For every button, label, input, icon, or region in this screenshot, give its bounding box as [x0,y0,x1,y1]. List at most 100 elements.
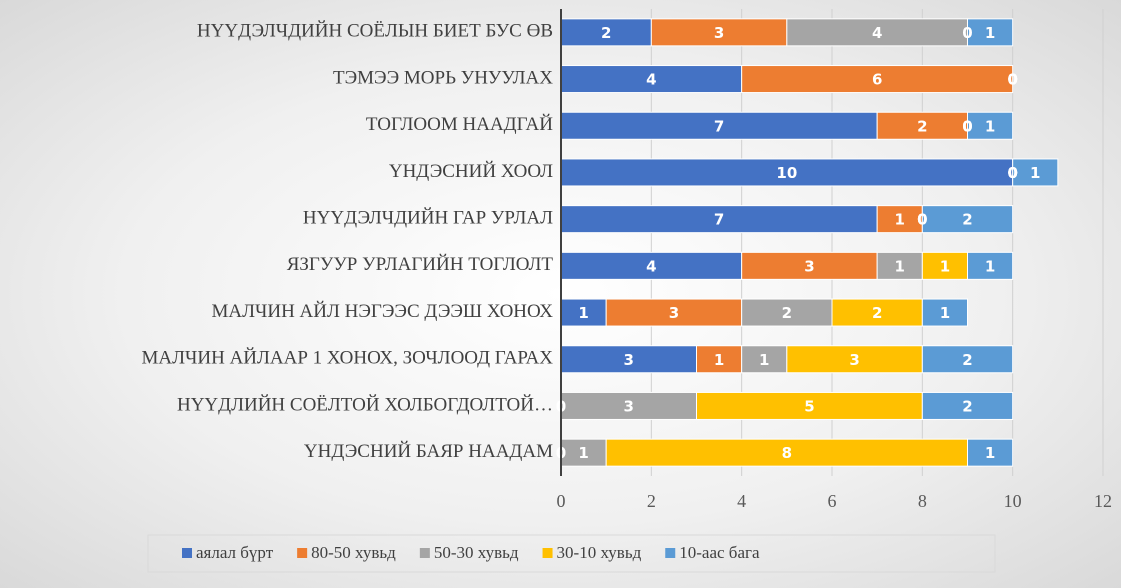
bar-segment [741,298,833,327]
data-label: 0 [1007,164,1017,182]
bar-segment [741,65,1014,94]
legend-swatch [297,548,308,558]
data-label: 3 [849,351,859,369]
data-label: 1 [940,304,950,322]
legend-label: 50-30 хувьд [434,543,519,562]
bar-segment [560,345,697,374]
category-label: НҮҮДЭЛЧДИЙН ГАР УРЛАЛ [303,208,553,229]
data-label: 1 [1030,164,1040,182]
bar-segment [560,111,878,140]
category-label: МАЛЧИН АЙЛ НЭГЭЭС ДЭЭШ ХОНОХ [212,301,554,322]
legend-label: 80-50 хувьд [311,543,396,562]
data-label: 0 [1007,164,1017,182]
legend-swatch [182,548,192,558]
bar-segment [921,391,1014,420]
data-label: 0 [917,211,927,229]
legend-label: 30-10 хувьд [557,543,642,562]
legend-box [147,534,996,573]
data-label: 0 [962,24,972,42]
x-tick-label: 0 [557,491,566,511]
data-label: 3 [804,257,814,275]
data-label: 6 [872,71,882,89]
category-label: МАЛЧИН АЙЛААР 1 ХОНОХ, ЗОЧЛООД ГАРАХ [142,348,554,369]
bar-segment [921,205,1014,234]
data-label: 0 [1007,71,1017,89]
bar-segment [560,18,652,47]
data-label: 0 [962,117,972,135]
data-label: 2 [962,351,972,369]
x-tick-label: 8 [918,491,927,511]
category-label: ТОГЛООМ НААДГАЙ [366,114,553,135]
category-label: ҮНДЭСНИЙ БАЯР НААДАМ [304,441,553,462]
data-label: 1 [578,304,588,322]
data-label: 1 [895,257,905,275]
bar-segment [696,391,923,420]
data-label: 2 [872,304,882,322]
data-label: 8 [782,444,792,462]
data-label: 1 [578,444,588,462]
data-label: 10 [776,164,797,182]
data-label: 1 [895,211,905,229]
category-label: ҮНДЭСНИЙ ХООЛ [389,161,553,182]
data-label: 2 [917,117,927,135]
data-label: 2 [962,397,972,415]
bar-segment [921,251,968,280]
data-label: 0 [1007,164,1017,182]
bar-segment [967,111,1014,140]
bar-segment [967,251,1014,280]
bar-segment [560,65,743,94]
data-label: 1 [985,117,995,135]
data-label: 7 [714,211,724,229]
bar-segment [696,345,743,374]
bar-segment [921,345,1014,374]
data-label: 1 [985,444,995,462]
category-label: ТЭМЭЭ МОРЬ УНУУЛАХ [333,67,553,88]
bar-segment [560,205,878,234]
legend-label: 10-аас бага [679,543,760,562]
legend-label: аялал бүрт [196,543,274,562]
data-label: 0 [1007,71,1017,89]
data-label: 7 [714,117,724,135]
bar-segment [967,18,1014,47]
legend-swatch [542,548,553,558]
data-label: 3 [624,351,634,369]
data-label: 0 [1007,71,1017,89]
data-label: 0 [962,117,972,135]
legend-swatch [419,548,430,558]
bar-segment [786,345,923,374]
data-label: 4 [646,257,656,275]
category-label: ЯЗГУУР УРЛАГИЙН ТОГЛОЛТ [287,254,554,275]
data-label: 3 [714,24,724,42]
bar-segment [831,298,923,327]
data-label: 4 [646,71,656,89]
bar-segment [876,251,923,280]
data-label: 1 [940,257,950,275]
data-label: 5 [804,397,814,415]
bar-segment [560,391,697,420]
bar-segment [967,438,1014,467]
data-label: 2 [601,24,611,42]
data-label: 2 [962,211,972,229]
bar-segment [1012,158,1059,187]
data-label: 2 [782,304,792,322]
data-label: 1 [985,24,995,42]
x-tick-label: 2 [647,491,656,511]
bar-segment [605,438,969,467]
category-label: НҮҮДЭЛЧДИЙН СОЁЛЫН БИЕТ БУС ӨВ [197,21,553,42]
x-tick-label: 4 [737,491,746,511]
x-tick-label: 10 [1004,491,1022,511]
bar-segment [876,111,969,140]
bar-segment [560,438,607,467]
legend-swatch [665,548,676,558]
data-label: 1 [759,351,769,369]
bar-segment [921,298,968,327]
data-label: 1 [714,351,724,369]
bar-segment [741,251,878,280]
x-tick-label: 6 [828,491,837,511]
x-tick-label: 12 [1094,491,1112,511]
category-label: НҮҮДЛИЙН СОЁЛТОЙ ХОЛБОГДОЛТОЙ… [177,394,553,415]
data-label: 1 [985,257,995,275]
data-label: 4 [872,24,882,42]
bar-segment [560,251,743,280]
